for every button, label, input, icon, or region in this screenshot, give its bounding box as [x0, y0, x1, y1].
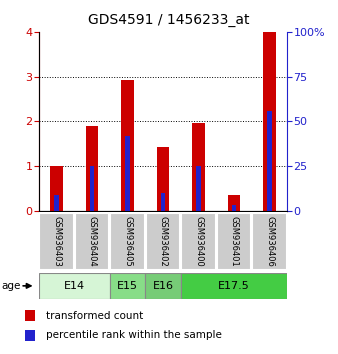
Text: E14: E14: [64, 281, 85, 291]
Bar: [145, 273, 181, 299]
Bar: [157, 147, 169, 211]
Text: E15: E15: [117, 281, 138, 291]
Bar: [121, 80, 134, 211]
Bar: [110, 273, 145, 299]
Bar: [232, 205, 236, 211]
Bar: [146, 213, 180, 270]
Bar: [90, 166, 94, 211]
Bar: [86, 126, 98, 211]
Bar: [252, 213, 287, 270]
Bar: [25, 330, 35, 341]
Bar: [50, 166, 63, 211]
Text: percentile rank within the sample: percentile rank within the sample: [46, 330, 222, 340]
Bar: [228, 195, 240, 211]
Text: E16: E16: [152, 281, 174, 291]
Bar: [267, 110, 272, 211]
Bar: [161, 193, 165, 211]
Bar: [217, 213, 251, 270]
Bar: [75, 213, 110, 270]
Bar: [54, 195, 59, 211]
Bar: [39, 273, 110, 299]
Bar: [263, 32, 276, 211]
Text: GSM936400: GSM936400: [194, 216, 203, 267]
Bar: [110, 213, 145, 270]
Bar: [196, 166, 201, 211]
Text: transformed count: transformed count: [46, 311, 143, 321]
Text: GSM936402: GSM936402: [159, 216, 168, 267]
Text: GSM936403: GSM936403: [52, 216, 61, 267]
Text: E17.5: E17.5: [218, 281, 250, 291]
Bar: [181, 213, 216, 270]
Text: age: age: [2, 281, 21, 291]
Text: GSM936404: GSM936404: [88, 216, 97, 267]
Text: GDS4591 / 1456233_at: GDS4591 / 1456233_at: [88, 13, 250, 28]
Bar: [125, 136, 130, 211]
Bar: [192, 122, 205, 211]
Bar: [25, 310, 35, 321]
Text: GSM936406: GSM936406: [265, 216, 274, 267]
Bar: [39, 213, 74, 270]
Text: GSM936405: GSM936405: [123, 216, 132, 267]
Bar: [181, 273, 287, 299]
Text: GSM936401: GSM936401: [230, 216, 239, 267]
